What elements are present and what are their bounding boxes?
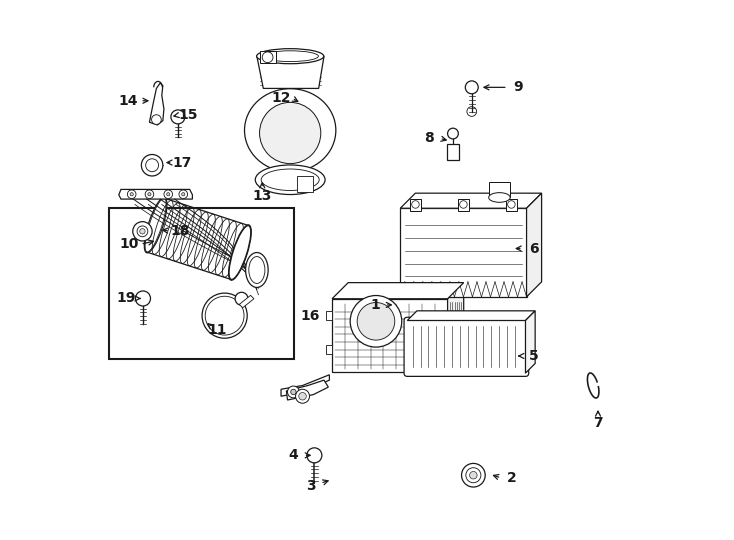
Circle shape [470,471,477,479]
Circle shape [202,293,247,338]
Bar [297,176,313,192]
Ellipse shape [257,49,324,64]
Polygon shape [448,282,464,372]
Bar [326,312,332,320]
Ellipse shape [145,198,167,253]
Circle shape [459,201,468,208]
Circle shape [508,201,515,208]
Circle shape [136,291,150,306]
Circle shape [462,463,485,487]
Circle shape [291,389,296,395]
Polygon shape [257,56,324,89]
Text: 12: 12 [272,91,291,105]
Circle shape [466,468,481,483]
Bar [410,199,421,211]
Text: 11: 11 [208,323,228,337]
Ellipse shape [244,89,336,172]
Circle shape [350,295,401,347]
Circle shape [148,193,151,196]
Circle shape [260,103,321,164]
Bar [448,345,454,354]
Bar [458,199,469,211]
Circle shape [299,393,306,400]
Polygon shape [332,299,448,372]
Text: 1: 1 [370,298,380,312]
Text: 19: 19 [117,292,136,306]
Circle shape [145,159,159,172]
Polygon shape [332,282,464,299]
FancyBboxPatch shape [404,318,528,376]
Text: 8: 8 [424,131,434,145]
Text: 7: 7 [593,416,603,430]
Circle shape [164,190,172,199]
Text: 2: 2 [507,471,517,485]
Bar [446,144,459,160]
Polygon shape [286,380,328,400]
Text: 14: 14 [118,94,138,108]
Circle shape [133,221,152,241]
Circle shape [465,81,479,94]
Circle shape [152,114,161,124]
Circle shape [235,292,248,305]
Circle shape [142,154,163,176]
Polygon shape [407,311,535,321]
Text: 4: 4 [288,448,298,462]
Bar [260,51,276,63]
Circle shape [171,110,185,124]
Circle shape [262,52,273,63]
Circle shape [307,448,322,463]
Text: 15: 15 [179,109,198,122]
Polygon shape [150,83,164,125]
Polygon shape [119,190,192,199]
Circle shape [128,190,136,199]
Polygon shape [526,311,535,373]
Circle shape [130,193,134,196]
Ellipse shape [255,165,325,194]
Circle shape [412,201,419,208]
Circle shape [448,128,458,139]
Text: 6: 6 [528,241,538,255]
Circle shape [296,389,310,403]
Polygon shape [281,375,330,396]
Text: 18: 18 [171,224,190,238]
Circle shape [179,190,188,199]
Text: 10: 10 [120,237,139,251]
Circle shape [288,386,299,398]
Bar [109,208,294,359]
Text: 9: 9 [514,80,523,94]
Bar [400,208,526,297]
Bar [489,183,510,198]
Text: 17: 17 [172,156,192,170]
Ellipse shape [246,253,268,287]
Text: 13: 13 [252,190,272,204]
Ellipse shape [228,225,251,280]
Text: 5: 5 [528,349,539,363]
Ellipse shape [229,226,251,279]
Polygon shape [400,193,542,208]
Bar [448,312,454,320]
Circle shape [139,228,145,234]
Polygon shape [239,295,254,308]
Polygon shape [526,193,542,297]
Text: 3: 3 [306,479,316,493]
Ellipse shape [489,193,510,202]
Circle shape [167,193,170,196]
Circle shape [137,226,148,237]
Text: 16: 16 [301,309,320,323]
Bar [326,345,332,354]
Circle shape [181,193,185,196]
Bar [506,199,517,211]
Circle shape [145,190,153,199]
Circle shape [357,302,395,340]
